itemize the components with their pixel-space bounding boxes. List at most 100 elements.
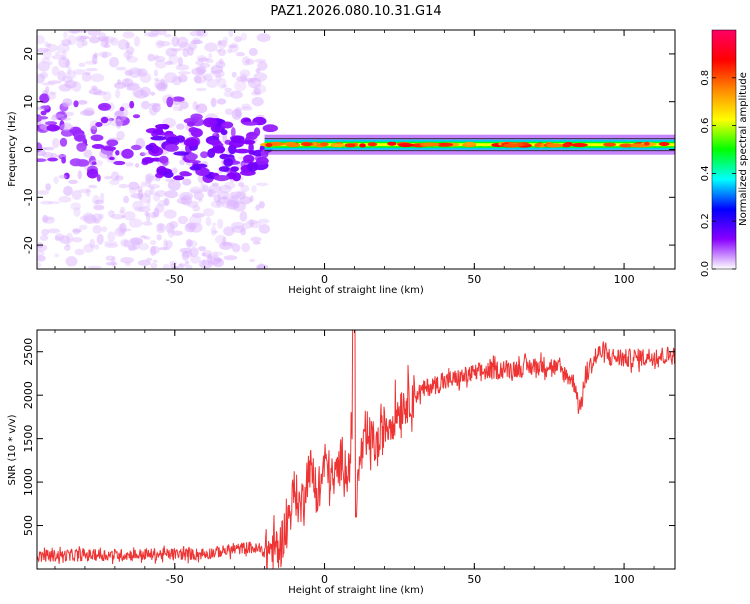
- heatmap-noise-blob: [117, 224, 125, 235]
- heatmap-noise-blob: [189, 189, 204, 194]
- heatmap-noise-blob: [59, 137, 68, 147]
- heatmap-noise-blob: [234, 80, 247, 92]
- heatmap-energy-blob: [166, 136, 180, 144]
- heatmap-noise-blob: [152, 30, 157, 33]
- heatmap-noise-blob: [67, 66, 72, 76]
- heatmap-noise-blob: [221, 198, 235, 209]
- heatmap-noise-blob: [171, 48, 182, 52]
- heatmap-noise-blob: [63, 31, 68, 39]
- heatmap-noise-blob: [132, 114, 141, 119]
- heatmap-noise-blob: [37, 35, 45, 45]
- heatmap-noise-blob: [110, 119, 124, 127]
- heatmap-noise-blob: [51, 66, 60, 76]
- heatmap-noise-blob: [156, 227, 165, 234]
- heatmap-noise-blob: [139, 72, 152, 84]
- heatmap-noise-blob: [37, 250, 45, 257]
- heatmap-noise-blob: [131, 68, 145, 75]
- heatmap-noise-blob: [67, 30, 77, 34]
- heatmap-noise-blob: [125, 261, 131, 267]
- heatmap-noise-blob: [44, 146, 55, 151]
- heatmap-noise-blob: [223, 255, 238, 261]
- heatmap-noise-blob: [58, 83, 72, 92]
- heatmap-noise-blob: [189, 215, 202, 226]
- heatmap-noise-blob: [177, 56, 183, 67]
- colorbar-label: Normalized spectral amplitude: [738, 72, 749, 226]
- heatmap-noise-blob: [177, 263, 184, 269]
- heatmap-noise-blob: [42, 214, 49, 223]
- heatmap-noise-blob: [257, 263, 265, 269]
- heatmap-noise-blob: [241, 242, 251, 253]
- heatmap-noise-blob: [126, 82, 140, 91]
- heatmap-noise-blob: [41, 228, 50, 236]
- signal-band-peak: [421, 142, 440, 147]
- heatmap-noise-blob: [164, 198, 170, 206]
- heatmap-noise-blob: [96, 233, 104, 245]
- heatmap-noise-blob: [146, 212, 160, 218]
- figure-title: PAZ1.2026.080.10.31.G14: [270, 4, 441, 19]
- heatmap-noise-blob: [256, 264, 269, 269]
- signal-band-peak: [435, 142, 454, 147]
- heatmap-noise-blob: [65, 70, 77, 80]
- heatmap-noise-blob: [71, 81, 82, 92]
- heatmap-noise-blob: [259, 224, 270, 234]
- heatmap-noise-blob: [83, 243, 95, 253]
- heatmap-noise-blob: [99, 149, 113, 159]
- heatmap-noise-blob: [235, 52, 246, 57]
- heatmap-noise-blob: [225, 200, 240, 210]
- heatmap-noise-blob: [39, 235, 49, 241]
- heatmap-energy-blob: [214, 175, 230, 182]
- heatmap-energy-blob: [145, 144, 154, 151]
- heatmap-noise-blob: [138, 243, 150, 251]
- heatmap-noise-blob: [215, 61, 226, 68]
- signal-band-peak: [545, 143, 564, 148]
- heatmap-noise-blob: [165, 61, 173, 65]
- heatmap-noise-blob: [129, 100, 135, 109]
- heatmap-energy-blob: [218, 166, 230, 172]
- heatmap-noise-blob: [212, 251, 224, 256]
- heatmap-noise-blob: [154, 60, 167, 69]
- heatmap-noise-blob: [115, 88, 121, 99]
- heatmap-noise-blob: [196, 30, 205, 37]
- heatmap-noise-blob: [245, 58, 255, 65]
- signal-band-peak: [398, 143, 414, 148]
- heatmap-noise-blob: [176, 123, 185, 130]
- heatmap-layer: [37, 30, 675, 269]
- x-tick-label: -50: [166, 573, 184, 586]
- heatmap-noise-blob: [165, 240, 173, 249]
- heatmap-energy-blob: [230, 135, 245, 144]
- heatmap-energy-blob: [242, 121, 258, 126]
- heatmap-noise-blob: [132, 239, 141, 250]
- heatmap-noise-blob: [141, 100, 150, 110]
- heatmap-noise-blob: [42, 152, 54, 158]
- heatmap-noise-blob: [100, 38, 109, 48]
- heatmap-noise-blob: [141, 152, 152, 156]
- heatmap-energy-blob: [246, 131, 258, 140]
- heatmap-noise-blob: [93, 218, 100, 223]
- heatmap-noise-blob: [135, 163, 140, 168]
- heatmap-x-ticks: -50 0 50 100: [54, 30, 655, 286]
- heatmap-noise-blob: [246, 219, 259, 225]
- heatmap-noise-blob: [193, 191, 204, 201]
- heatmap-noise-blob: [60, 123, 74, 131]
- heatmap-noise-blob: [171, 36, 180, 47]
- heatmap-noise-blob: [171, 96, 185, 102]
- heatmap-noise-blob: [124, 78, 130, 85]
- heatmap-noise-blob: [196, 55, 207, 62]
- heatmap-noise-blob: [126, 54, 131, 61]
- heatmap-noise-blob: [131, 144, 142, 151]
- heatmap-noise-blob: [248, 47, 258, 56]
- heatmap-noise-blob: [137, 206, 151, 213]
- heatmap-noise-blob: [108, 56, 120, 68]
- heatmap-noise-blob: [201, 252, 207, 257]
- heatmap-noise-blob: [69, 158, 83, 167]
- heatmap-noise-blob: [137, 189, 144, 201]
- heatmap-noise-blob: [149, 186, 155, 196]
- heatmap-noise-blob: [152, 192, 161, 202]
- heatmap-noise-blob: [227, 48, 233, 54]
- heatmap-noise-blob: [217, 77, 227, 89]
- heatmap-noise-blob: [118, 183, 129, 189]
- heatmap-noise-blob: [123, 195, 130, 204]
- heatmap-noise-blob: [171, 167, 178, 174]
- heatmap-noise-blob: [238, 181, 245, 187]
- heatmap-noise-blob: [231, 221, 245, 230]
